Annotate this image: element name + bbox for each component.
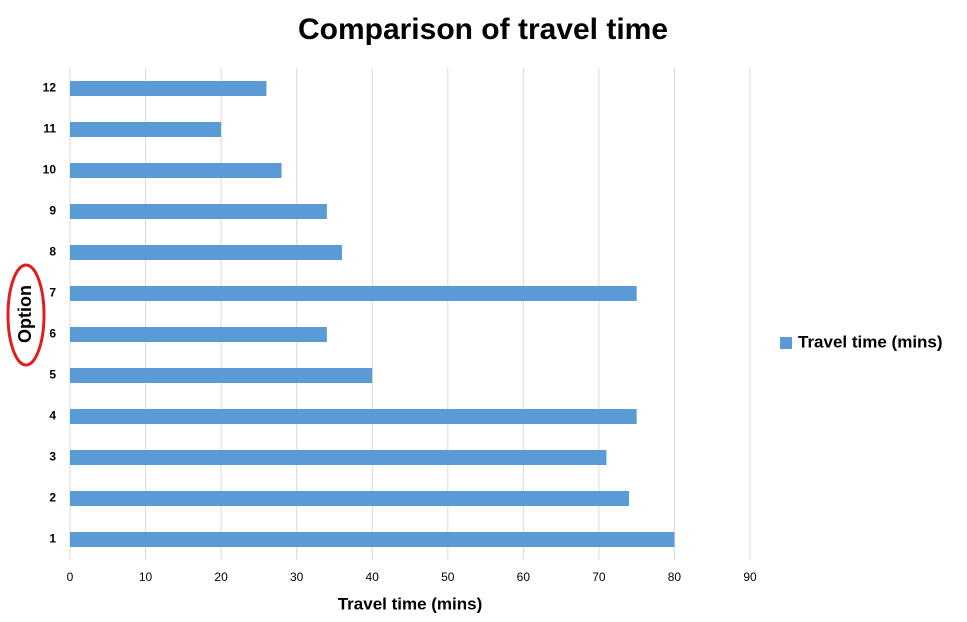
bar	[70, 491, 630, 506]
x-tick-label: 90	[743, 570, 757, 584]
y-tick-label: 4	[49, 409, 56, 423]
x-tick-label: 10	[139, 570, 153, 584]
x-tick-label: 40	[366, 570, 380, 584]
x-tick-label: 70	[592, 570, 606, 584]
y-tick-label: 7	[49, 286, 56, 300]
x-axis-label: Travel time (mins)	[338, 594, 483, 613]
y-tick-label: 3	[49, 450, 56, 464]
bar	[70, 122, 222, 137]
legend-swatch	[780, 337, 792, 349]
y-tick-label: 2	[49, 491, 56, 505]
bar	[70, 286, 637, 301]
x-tick-label: 50	[441, 570, 455, 584]
y-tick-label: 5	[49, 368, 56, 382]
legend-label: Travel time (mins)	[798, 332, 943, 351]
y-axis-label: Option	[15, 285, 35, 343]
x-tick-label: 20	[214, 570, 228, 584]
y-tick-label: 9	[49, 204, 56, 218]
chart-title: Comparison of travel time	[298, 13, 668, 46]
bar	[70, 245, 342, 260]
y-tick-label: 10	[43, 163, 57, 177]
bar	[70, 81, 267, 96]
bar	[70, 409, 637, 424]
bar	[70, 450, 607, 465]
bar	[70, 368, 373, 383]
y-tick-label: 1	[49, 532, 56, 546]
bar	[70, 327, 327, 342]
highlight-ellipse	[6, 263, 46, 367]
y-tick-label: 6	[49, 327, 56, 341]
bar	[70, 204, 327, 219]
x-tick-label: 60	[517, 570, 531, 584]
x-tick-label: 80	[668, 570, 682, 584]
y-tick-label: 12	[43, 81, 57, 95]
x-tick-label: 0	[67, 570, 74, 584]
x-tick-label: 30	[290, 570, 304, 584]
bar	[70, 532, 675, 547]
y-tick-label: 11	[43, 122, 56, 136]
bar	[70, 163, 282, 178]
y-tick-label: 8	[49, 245, 56, 259]
